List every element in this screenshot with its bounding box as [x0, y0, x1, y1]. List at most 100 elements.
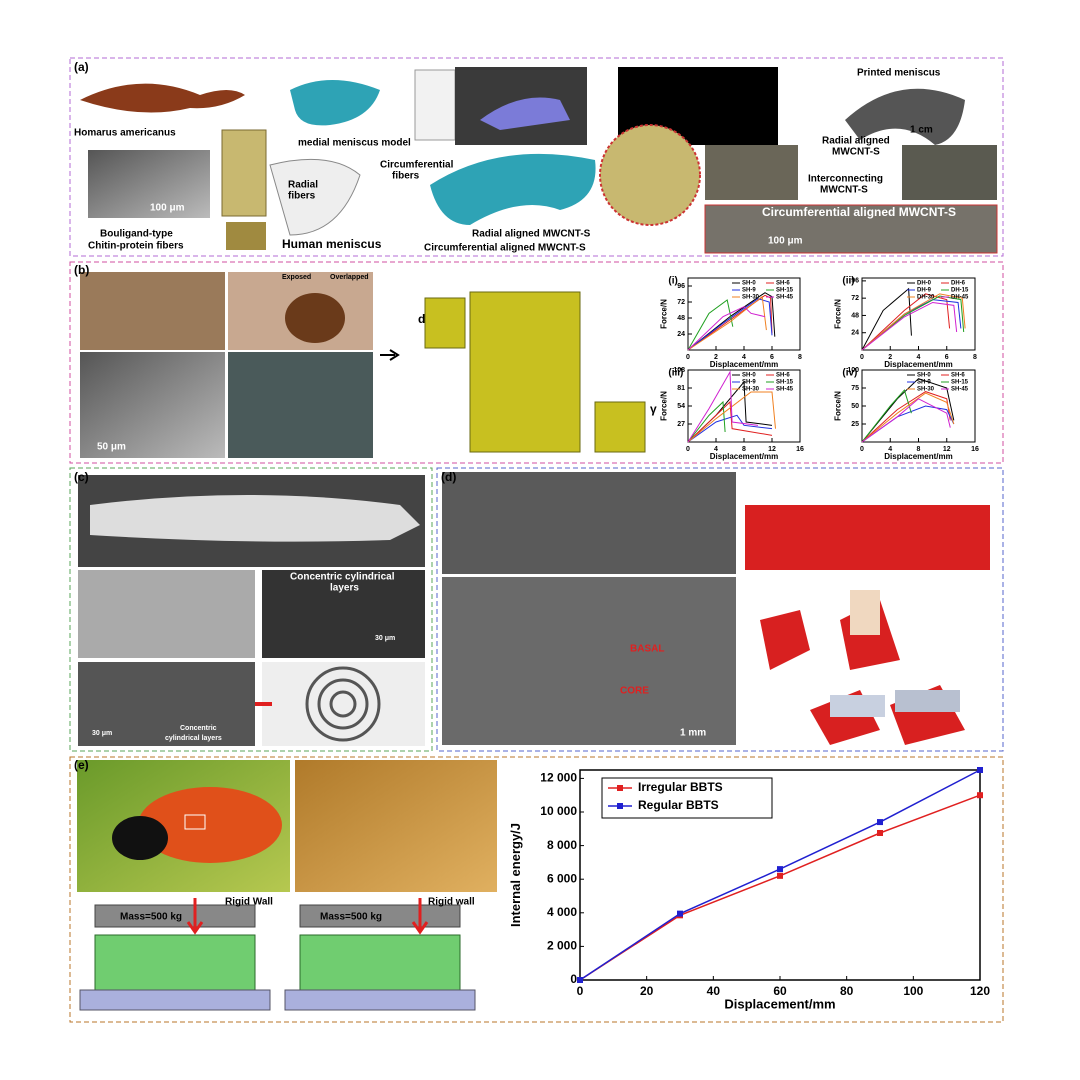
- y-axis-title: Force/N: [659, 299, 668, 329]
- bbts-irregular: [94, 934, 256, 991]
- annotation: Printed meniscus: [857, 68, 941, 79]
- series-line: [861, 389, 912, 443]
- series-marker: [877, 830, 883, 836]
- rigid-wall: [94, 904, 256, 928]
- legend-label: SH-15: [951, 380, 969, 386]
- subplot-label: (i): [668, 276, 677, 287]
- legend-label: SH-45: [776, 295, 794, 301]
- plywood-detail: [594, 401, 646, 453]
- series-line: [687, 400, 773, 443]
- x-tick-label: 16: [971, 446, 979, 453]
- sem-core: [442, 577, 736, 745]
- scale-label: 1 mm: [680, 728, 706, 739]
- y-tick-label: 96: [851, 278, 859, 285]
- arrow: [411, 898, 429, 935]
- annotation: Concentric cylindrical: [290, 572, 395, 583]
- x-tick-label: 120: [970, 984, 990, 998]
- legend-label: SH-0: [742, 281, 756, 287]
- annotation: MWCNT-S: [820, 185, 868, 196]
- series-marker: [777, 866, 783, 873]
- y-axis-title: Force/N: [833, 299, 842, 329]
- series-marker: [977, 767, 983, 773]
- rings: [305, 666, 381, 742]
- scale-label: 1 cm: [910, 125, 933, 136]
- y-axis-title: Internal energy/J: [508, 823, 523, 927]
- annotation: BASAL: [630, 644, 664, 655]
- y-tick-label: 24: [677, 331, 685, 338]
- legend-label: SH-9: [742, 380, 756, 386]
- legend-label: SH-45: [776, 387, 794, 393]
- series-line: [861, 301, 958, 351]
- rings: [317, 678, 369, 730]
- meniscus-model: [290, 80, 380, 126]
- panel-a-images: [80, 67, 998, 254]
- panel-e-images: [77, 760, 497, 1011]
- y-tick-label: 8 000: [547, 838, 577, 852]
- annotation: Mass=500 kg: [320, 912, 382, 923]
- annotation: Overlapped: [330, 274, 369, 281]
- rings: [329, 690, 357, 718]
- x-tick-label: 6: [770, 354, 774, 361]
- y-axis-title: Force/N: [659, 391, 668, 421]
- subplot-label: (iii): [668, 368, 683, 379]
- y-tick-label: 81: [677, 385, 685, 392]
- x-tick-label: 100: [903, 984, 923, 998]
- annotation: Human meniscus: [282, 237, 382, 251]
- biomimic-meniscus: [430, 153, 596, 225]
- legend-label: DH-45: [951, 295, 969, 301]
- series-line: [687, 294, 773, 351]
- x-tick-label: 0: [860, 354, 864, 361]
- x-axis-title: Displacement/mm: [724, 997, 835, 1012]
- lattice-image: [78, 570, 255, 658]
- legend-label: SH-15: [776, 380, 794, 386]
- y-tick-label: 100: [847, 367, 859, 374]
- zoom-box: [184, 814, 206, 830]
- circumferential-image: [704, 204, 998, 254]
- series-marker: [877, 819, 883, 826]
- sem-herringbone: [80, 352, 225, 458]
- y-tick-label: 27: [677, 421, 685, 428]
- x-tick-label: 16: [796, 446, 804, 453]
- y-tick-label: 48: [677, 315, 685, 322]
- panel-b-frame: [69, 261, 1004, 464]
- x-tick-label: 60: [773, 984, 787, 998]
- panel-d-images: [442, 472, 990, 745]
- legend-label: SH-6: [951, 373, 965, 379]
- printed-part: [830, 695, 885, 717]
- legend-label: SH-45: [951, 387, 969, 393]
- annotation: Radial aligned: [822, 136, 890, 147]
- panel-a-frame: [69, 57, 1004, 257]
- annotation: Rigid wall: [428, 897, 475, 908]
- legend-label: SH-6: [776, 373, 790, 379]
- series-line: [861, 293, 951, 351]
- y-tick-label: 96: [677, 283, 685, 290]
- annotation: layers: [330, 583, 359, 594]
- series-line: [861, 398, 951, 443]
- annotation: fibers: [288, 191, 316, 202]
- panel-b-images: [80, 272, 646, 458]
- panel-label: (a): [74, 60, 89, 74]
- scale-detail: [285, 293, 345, 343]
- software-panel: [414, 69, 456, 141]
- annotation: Exposed: [282, 274, 311, 281]
- x-tick-label: 12: [768, 446, 776, 453]
- printed-structure: [745, 505, 990, 570]
- y-tick-label: 54: [677, 403, 685, 410]
- annotation: medial meniscus model: [298, 138, 411, 149]
- y-axis-title: Force/N: [833, 391, 842, 421]
- y-tick-label: 108: [673, 367, 685, 374]
- arrow: [380, 349, 400, 361]
- panel-label: (d): [441, 470, 456, 484]
- ladybird: [138, 787, 282, 863]
- panel-label: (b): [74, 263, 89, 277]
- coelacanth-photo: [80, 272, 225, 350]
- radial-image: [705, 145, 798, 200]
- legend-label: SH-15: [776, 288, 794, 294]
- base-plate: [284, 989, 476, 1011]
- x-tick-label: 0: [577, 984, 584, 998]
- series-line: [687, 391, 776, 443]
- annotation: Chitin-protein fibers: [88, 241, 184, 252]
- series-line: [687, 370, 759, 443]
- scale-label: 50 μm: [97, 442, 126, 453]
- ladybird-head: [112, 816, 168, 860]
